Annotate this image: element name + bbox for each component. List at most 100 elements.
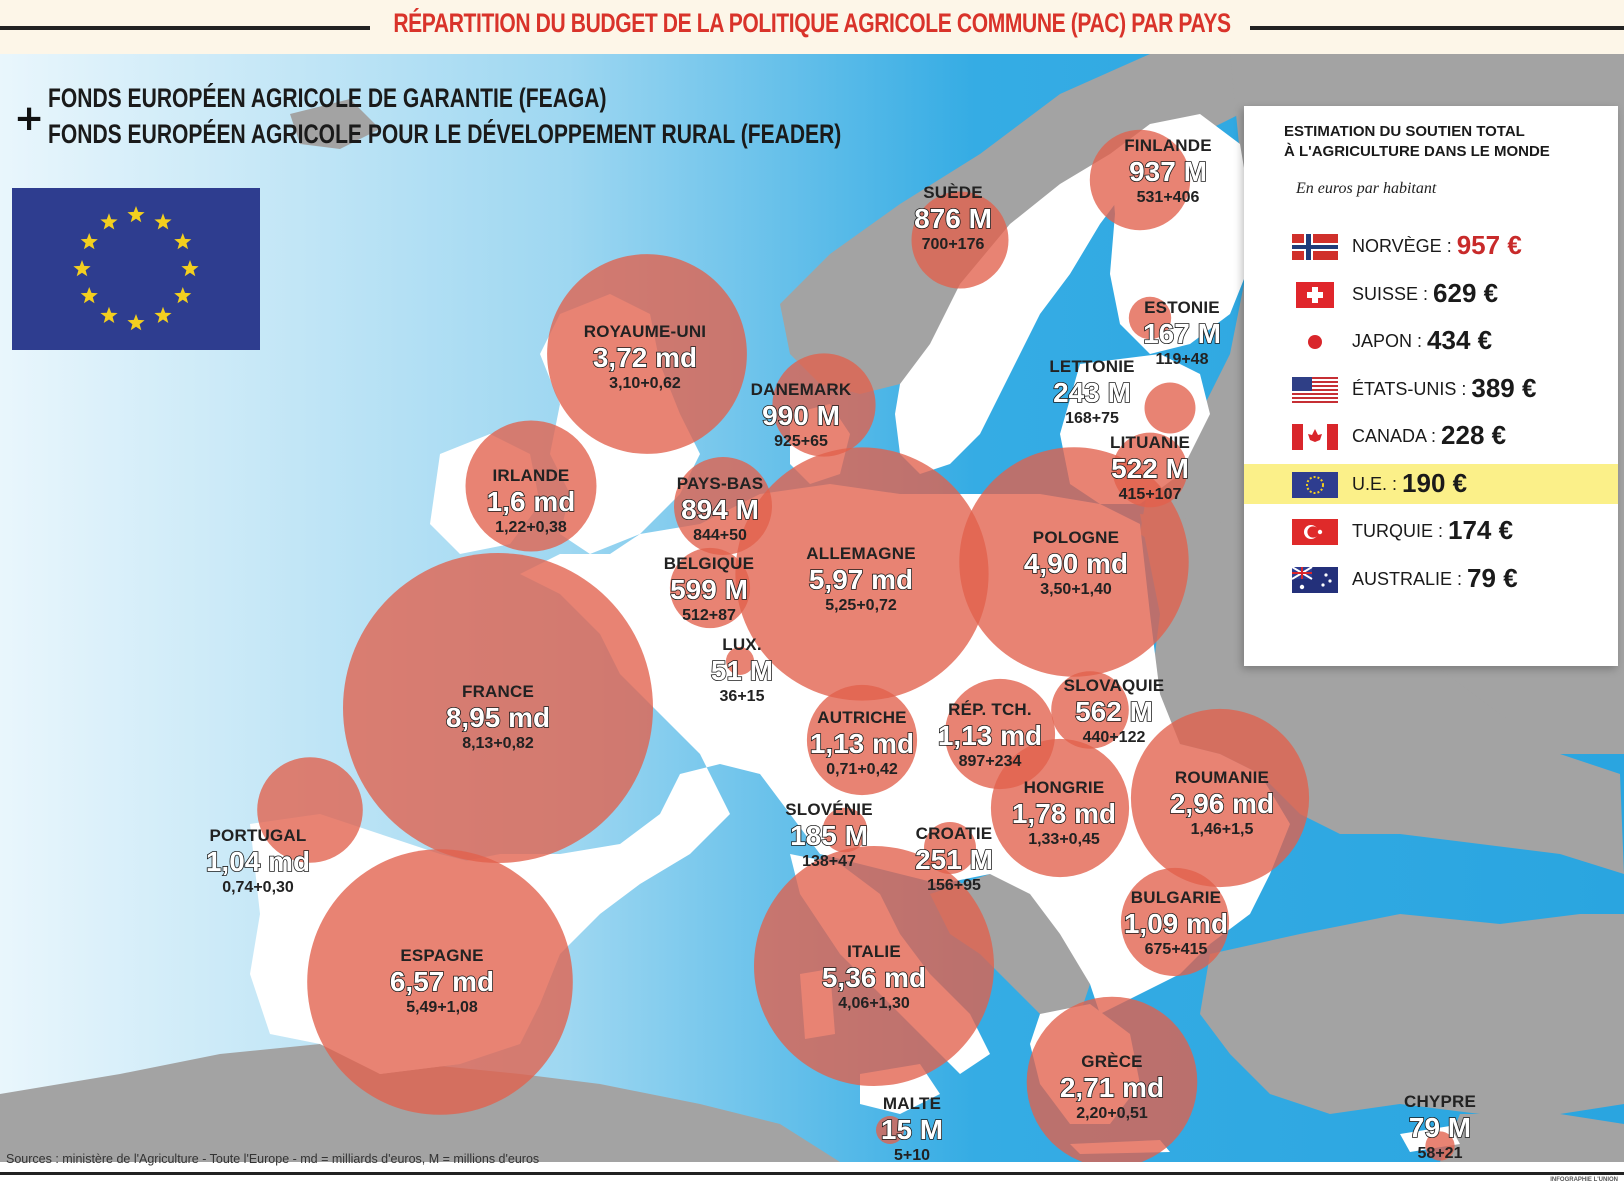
country-name: RÉP. TCH. (948, 700, 1032, 719)
support-value: 957 € (1456, 230, 1522, 260)
panel-title: ESTIMATION DU SOUTIEN TOTAL À L'AGRICULT… (1284, 123, 1550, 160)
country-name: LITUANIE (1110, 433, 1190, 452)
country-name: SLOVAQUIE (1063, 676, 1165, 695)
country-amount: 6,57 md (389, 965, 495, 998)
country-amount: 251 M (914, 843, 993, 876)
flag-star (100, 306, 118, 323)
plus-icon: + (14, 98, 45, 139)
country-name: BELGIQUE (663, 554, 755, 573)
country-amount: 1,6 md (486, 485, 576, 518)
support-row-canada: CANADA : 228 € (1244, 416, 1618, 456)
support-row-suisse: SUISSE : 629 € (1244, 274, 1618, 314)
country-amount: 2,96 md (1169, 787, 1275, 820)
bubble-allemagne (735, 447, 989, 701)
support-country: U.E. (1352, 473, 1388, 494)
country-label-bulgarie: BULGARIE 1,09 md 675+415 (1123, 888, 1229, 960)
iceland-land (290, 99, 380, 149)
page-title: RÉPARTITION DU BUDGET DE LA POLITIQUE AG… (179, 8, 1446, 39)
country-split: 3,10+0,62 (609, 375, 681, 392)
country-name: DANEMARK (750, 380, 852, 399)
bubble-chypre (1425, 1131, 1455, 1161)
country-label-slovénie: SLOVÉNIE 185 M 138+47 (785, 800, 873, 872)
support-country: ÉTATS-UNIS (1352, 378, 1457, 399)
country-split: 675+415 (1144, 941, 1208, 958)
support-row-u-e: U.E. : 190 € (1244, 463, 1618, 504)
country-amount: 876 M (913, 202, 992, 235)
sources-note: Sources : ministère de l'Agriculture - T… (6, 1152, 540, 1166)
middle-east-land (1440, 1114, 1624, 1162)
country-split: 0,71+0,42 (826, 761, 898, 778)
bubble-france (343, 553, 653, 863)
budget-bubbles (257, 129, 1455, 1162)
support-country: CANADA (1352, 426, 1427, 446)
country-split: 925+65 (774, 433, 828, 450)
country-name: ITALIE (847, 942, 901, 961)
bubble-finlande (1089, 129, 1191, 231)
bubble-slovénie (822, 807, 868, 853)
country-name: SUÈDE (923, 183, 983, 202)
country-amount: 5,36 md (821, 961, 927, 994)
country-split: 138+47 (802, 853, 856, 870)
country-name: LETTONIE (1049, 357, 1135, 376)
country-name: POLOGNE (1032, 528, 1120, 547)
country-name: CHYPRE (1403, 1092, 1477, 1111)
sweden-land (895, 154, 1130, 474)
country-name: LUX. (722, 635, 762, 654)
country-amount: 1,78 md (1011, 797, 1117, 830)
support-row-australie: AUSTRALIE : 79 € (1244, 559, 1618, 599)
country-amount: 185 M (789, 819, 868, 852)
country-split: 415+107 (1118, 486, 1182, 503)
support-country: NORVÈGE (1352, 236, 1442, 256)
country-amount: 3,72 md (592, 341, 698, 374)
country-name: HONGRIE (1023, 778, 1105, 797)
world-support-panel: ESTIMATION DU SOUTIEN TOTAL À L'AGRICULT… (1244, 106, 1618, 666)
eu-flag-icon (12, 188, 260, 350)
bubble-belgique (669, 547, 751, 629)
bubble-suède (911, 191, 1009, 289)
country-split: 5,49+1,08 (406, 999, 478, 1016)
country-amount: 15 M (880, 1113, 944, 1146)
country-amount: 51 M (710, 654, 774, 687)
norway-flag-icon (1292, 234, 1338, 260)
bubble-lettonie (1144, 382, 1196, 434)
country-name: CROATIE (915, 824, 993, 843)
country-split: 700+176 (921, 236, 985, 253)
country-label-malte: MALTE 15 M 5+10 (880, 1094, 944, 1166)
country-label-danemark: DANEMARK 990 M 925+65 (751, 380, 852, 452)
bubble-malte (876, 1116, 904, 1144)
country-amount: 167 M (1142, 317, 1221, 350)
funds-legend: FONDS EUROPÉEN AGRICOLE DE GARANTIE (FEA… (48, 80, 841, 152)
flag-star (154, 306, 172, 323)
credit-note: INFOGRAPHIE L'UNION (1550, 1177, 1618, 1183)
panel-subtitle: En euros par habitant (1296, 180, 1437, 197)
bubble-slovaquie (1051, 671, 1129, 749)
usa-flag-icon (1292, 376, 1338, 403)
support-value: 434 € (1427, 325, 1493, 355)
bubble-autriche (806, 684, 918, 796)
country-name: ALLEMAGNE (806, 544, 916, 563)
country-amount: 4,90 md (1023, 547, 1129, 580)
country-label-lituanie: LITUANIE 522 M 415+107 (1110, 433, 1190, 505)
country-split: 119+48 (1155, 351, 1209, 368)
country-name: ROYAUME-UNI (583, 322, 707, 341)
country-name: ROUMANIE (1174, 768, 1270, 787)
bubble-bulgarie (1120, 867, 1230, 977)
title-rule-right (1250, 26, 1624, 30)
bottom-rule (0, 1172, 1624, 1175)
country-amount: 2,71 md (1059, 1071, 1165, 1104)
turkey-land (1200, 914, 1624, 1114)
support-row-états-unis: ÉTATS-UNIS : 389 € (1244, 369, 1618, 409)
country-name: BULGARIE (1130, 888, 1222, 907)
country-label-italie: ITALIE 5,36 md 4,06+1,30 (821, 942, 927, 1014)
country-label-lux: LUX. 51 M 36+15 (710, 635, 774, 707)
country-amount: 1,13 md (937, 719, 1043, 752)
support-country: TURQUIE (1352, 521, 1433, 541)
bubble-pologne (959, 447, 1189, 677)
country-name: PORTUGAL (209, 826, 307, 845)
country-label-portugal: PORTUGAL 1,04 md 0,74+0,30 (205, 826, 311, 898)
country-name: SLOVÉNIE (785, 800, 873, 819)
support-value: 629 € (1433, 277, 1499, 308)
country-split: 1,33+0,45 (1028, 831, 1100, 848)
country-split: 36+15 (719, 688, 765, 705)
